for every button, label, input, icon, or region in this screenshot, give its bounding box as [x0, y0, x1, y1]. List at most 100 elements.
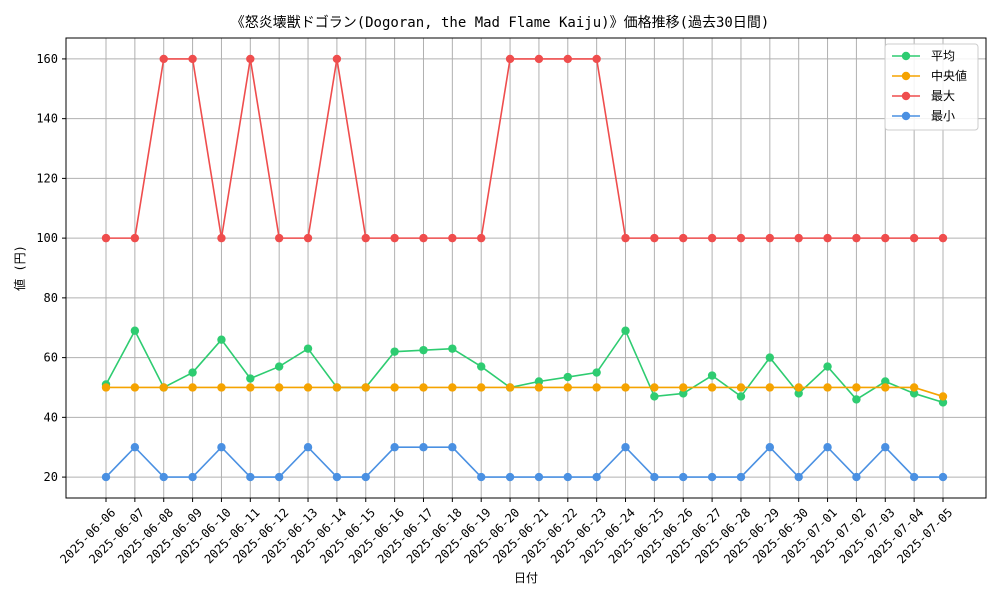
- data-point: [390, 347, 399, 356]
- legend-label: 平均: [931, 49, 955, 63]
- data-point: [246, 374, 255, 383]
- data-point: [130, 233, 140, 243]
- data-point: [909, 472, 919, 482]
- data-point: [477, 383, 486, 392]
- data-point: [592, 368, 601, 377]
- data-point: [101, 383, 111, 392]
- data-point: [852, 383, 861, 392]
- data-point: [188, 368, 197, 377]
- data-point: [274, 472, 284, 482]
- data-point: [448, 443, 457, 452]
- data-point: [794, 233, 803, 243]
- data-point: [823, 362, 832, 371]
- data-point: [534, 383, 544, 392]
- y-axis-label: 値 (円): [12, 245, 27, 291]
- data-point: [592, 383, 601, 392]
- data-point: [390, 443, 399, 452]
- data-point: [650, 233, 659, 243]
- data-point: [246, 383, 255, 392]
- chart-title: 《怒炎壊獣ドゴラン(Dogoran, the Mad Flame Kaiju)》…: [230, 15, 770, 31]
- y-tick-label: 100: [36, 231, 58, 245]
- data-point: [621, 233, 630, 243]
- legend-marker: [901, 51, 911, 61]
- data-point: [881, 383, 890, 392]
- data-point: [563, 472, 572, 482]
- legend-label: 中央値: [931, 68, 967, 83]
- data-point: [765, 353, 775, 362]
- data-point: [101, 472, 111, 482]
- legend-label: 最小: [931, 109, 955, 123]
- data-point: [130, 383, 140, 392]
- series-最大: [101, 54, 948, 243]
- data-point: [852, 472, 861, 482]
- y-tick-label: 120: [36, 171, 58, 185]
- series-平均: [101, 326, 948, 407]
- y-tick-label: 160: [36, 52, 58, 66]
- data-point: [938, 472, 948, 482]
- x-axis: 2025-06-062025-06-072025-06-082025-06-09…: [57, 498, 955, 566]
- y-tick-label: 80: [44, 291, 58, 305]
- data-point: [217, 443, 226, 452]
- data-point: [361, 383, 370, 392]
- data-point: [621, 443, 630, 452]
- series-line: [106, 386, 944, 398]
- data-point: [159, 54, 168, 64]
- data-point: [246, 54, 255, 64]
- data-point: [707, 233, 717, 243]
- data-point: [736, 472, 746, 482]
- data-point: [188, 383, 197, 392]
- data-point: [736, 383, 746, 392]
- data-point: [217, 335, 226, 344]
- data-point: [101, 233, 111, 243]
- data-point: [303, 443, 313, 452]
- x-axis-label: 日付: [514, 571, 538, 585]
- data-point: [505, 472, 515, 482]
- data-point: [477, 362, 486, 371]
- data-point: [881, 233, 890, 243]
- data-point: [707, 371, 717, 380]
- legend-marker: [901, 111, 911, 121]
- data-point: [303, 233, 313, 243]
- data-point: [274, 233, 284, 243]
- data-point: [852, 395, 861, 404]
- series-line: [105, 329, 944, 404]
- data-point: [765, 443, 775, 452]
- data-point: [390, 233, 399, 243]
- data-point: [592, 472, 601, 482]
- data-point: [823, 443, 832, 452]
- data-point: [159, 383, 168, 392]
- data-point: [707, 383, 717, 392]
- series-layer: [101, 54, 948, 482]
- data-point: [390, 383, 399, 392]
- data-point: [419, 383, 428, 392]
- data-point: [852, 233, 861, 243]
- y-tick-label: 40: [44, 410, 58, 424]
- data-point: [650, 383, 659, 392]
- data-point: [679, 389, 688, 398]
- data-point: [621, 383, 630, 392]
- data-point: [534, 472, 544, 482]
- data-point: [909, 233, 919, 243]
- data-point: [707, 472, 717, 482]
- data-point: [534, 377, 544, 386]
- data-point: [563, 54, 572, 64]
- data-point: [477, 472, 486, 482]
- data-point: [938, 398, 948, 407]
- data-point: [765, 233, 775, 243]
- data-point: [823, 233, 832, 243]
- data-point: [448, 233, 457, 243]
- data-point: [188, 54, 197, 64]
- data-point: [217, 233, 226, 243]
- data-point: [621, 326, 630, 335]
- data-point: [823, 383, 832, 392]
- y-tick-label: 60: [44, 351, 58, 365]
- data-point: [881, 443, 890, 452]
- series-line: [105, 446, 943, 479]
- legend-label: 最大: [931, 89, 955, 103]
- data-point: [736, 233, 746, 243]
- data-point: [794, 389, 803, 398]
- data-point: [505, 383, 515, 392]
- data-point: [909, 383, 919, 392]
